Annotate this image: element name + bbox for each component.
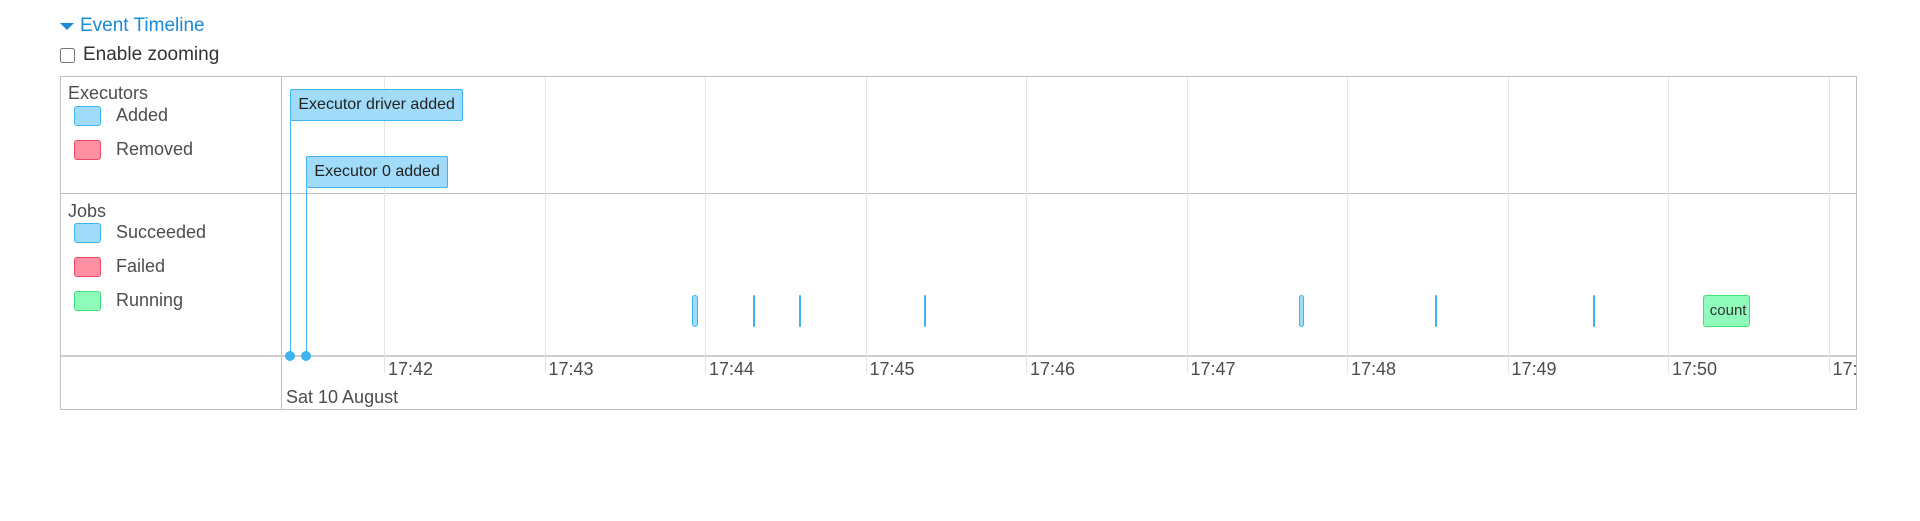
gridline — [1026, 77, 1027, 373]
axis-tick — [384, 355, 385, 373]
event-timeline-toggle[interactable]: Event Timeline — [60, 15, 205, 37]
axis-tick-label: 17:45 — [869, 359, 915, 379]
legend-swatch-removed — [74, 139, 101, 160]
executor-event-line — [290, 121, 292, 355]
axis-tick — [1828, 355, 1830, 373]
axis-date-label: Sat 10 August — [286, 387, 399, 407]
axis-tick — [1026, 355, 1027, 373]
job-succeeded[interactable] — [753, 295, 756, 327]
gridline — [1507, 77, 1509, 373]
legend-label: Failed — [116, 256, 166, 276]
legend-swatch-succeeded — [74, 222, 101, 243]
legend-label: Running — [116, 290, 184, 310]
executor-event[interactable]: Executor 0 added — [306, 156, 448, 188]
axis-tick — [865, 355, 867, 373]
legend-label: Removed — [116, 139, 194, 159]
job-running[interactable]: count — [1702, 295, 1750, 327]
job-succeeded[interactable] — [798, 295, 801, 327]
axis-tick-label: 17:51 — [1832, 359, 1857, 379]
job-succeeded[interactable] — [924, 295, 927, 327]
axis-tick — [1347, 355, 1348, 373]
legend-succeeded: Succeeded — [74, 222, 206, 243]
axis-tick-label: 17:47 — [1190, 359, 1236, 379]
legend-removed: Removed — [74, 139, 193, 160]
axis-tick-label: 17:50 — [1672, 359, 1718, 379]
legend-swatch-added — [74, 105, 101, 126]
axis-tick — [1186, 355, 1188, 373]
executor-event-line — [306, 188, 308, 355]
label-column-divider — [281, 77, 282, 409]
executor-event-dot[interactable] — [285, 351, 296, 361]
gridline — [1347, 77, 1348, 373]
group-divider — [61, 193, 1856, 194]
axis-tick-label: 17:44 — [709, 359, 755, 379]
event-timeline-title: Event Timeline — [80, 15, 205, 36]
time-axis-line — [61, 355, 1856, 357]
legend-swatch-failed — [74, 256, 101, 277]
gridline — [384, 77, 385, 373]
executor-event[interactable]: Executor driver added — [290, 89, 463, 121]
group-label-executors: Executors — [68, 83, 149, 103]
axis-tick — [1507, 355, 1509, 373]
axis-tick — [705, 355, 706, 373]
executor-event-dot[interactable] — [301, 351, 312, 361]
enable-zooming-control[interactable]: Enable zooming — [60, 44, 219, 66]
legend-running: Running — [74, 290, 183, 311]
caret-down-icon — [60, 22, 74, 30]
axis-tick-label: 17:46 — [1030, 359, 1076, 379]
gridline — [1186, 77, 1188, 373]
group-label-jobs: Jobs — [68, 201, 107, 221]
job-succeeded[interactable] — [691, 295, 698, 327]
enable-zooming-checkbox[interactable] — [60, 47, 75, 63]
gridline — [705, 77, 706, 373]
axis-tick-label: 17:43 — [548, 359, 594, 379]
enable-zooming-label: Enable zooming — [83, 44, 220, 65]
legend-added: Added — [74, 105, 168, 126]
legend-failed: Failed — [74, 256, 165, 277]
gridline — [1828, 77, 1830, 373]
gridline — [865, 77, 867, 373]
legend-swatch-running — [74, 290, 101, 311]
axis-tick — [1668, 355, 1669, 373]
gridline — [1668, 77, 1669, 373]
axis-tick-label: 17:48 — [1351, 359, 1397, 379]
legend-label: Succeeded — [116, 222, 207, 242]
gridline — [544, 77, 546, 373]
job-succeeded[interactable] — [1298, 295, 1304, 327]
legend-label: Added — [116, 105, 169, 125]
job-succeeded[interactable] — [1593, 295, 1596, 327]
axis-tick-label: 17:49 — [1511, 359, 1557, 379]
axis-tick — [544, 355, 546, 373]
job-succeeded[interactable] — [1435, 295, 1438, 327]
axis-tick-label: 17:42 — [388, 359, 434, 379]
timeline[interactable]: Executors Added Removed Jobs Succeeded F… — [60, 76, 1857, 410]
